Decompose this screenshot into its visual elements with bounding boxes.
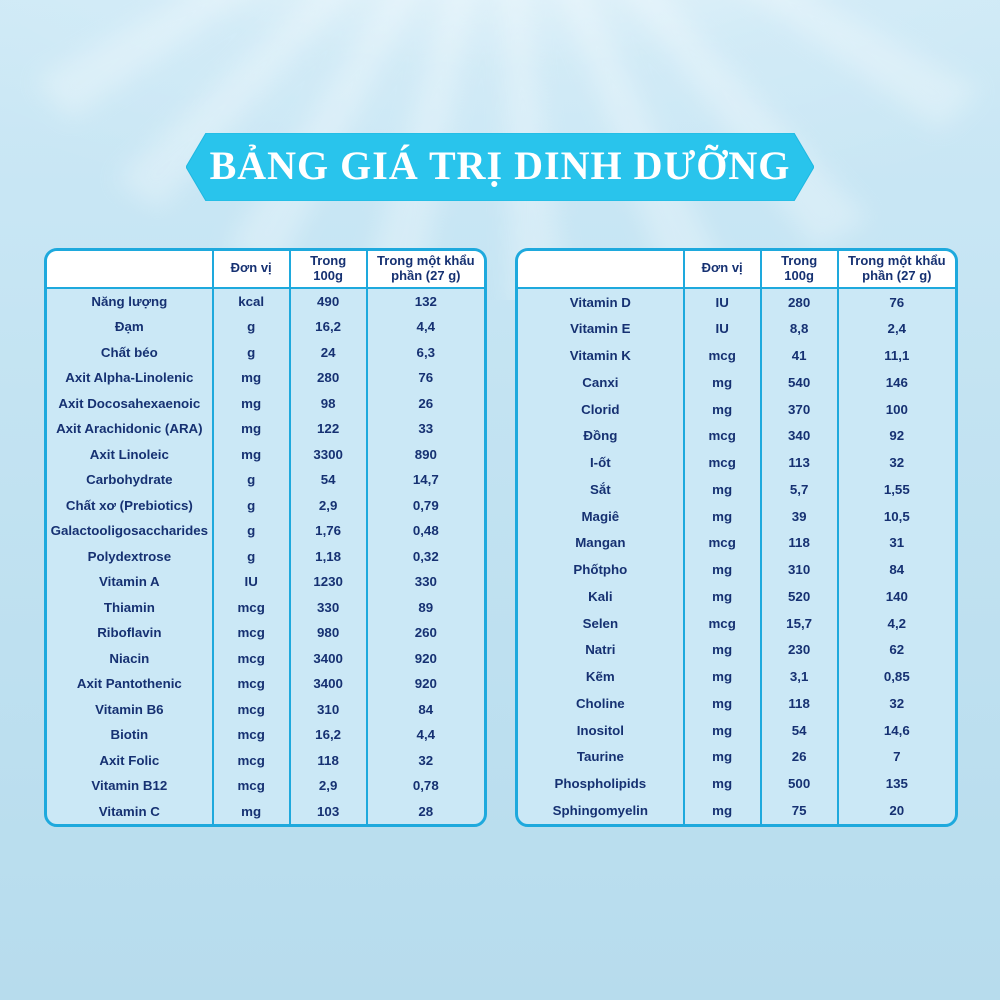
- svg-text:BẢNG GIÁ TRỊ DINH DƯỠNG: BẢNG GIÁ TRỊ DINH DƯỠNG: [210, 143, 791, 188]
